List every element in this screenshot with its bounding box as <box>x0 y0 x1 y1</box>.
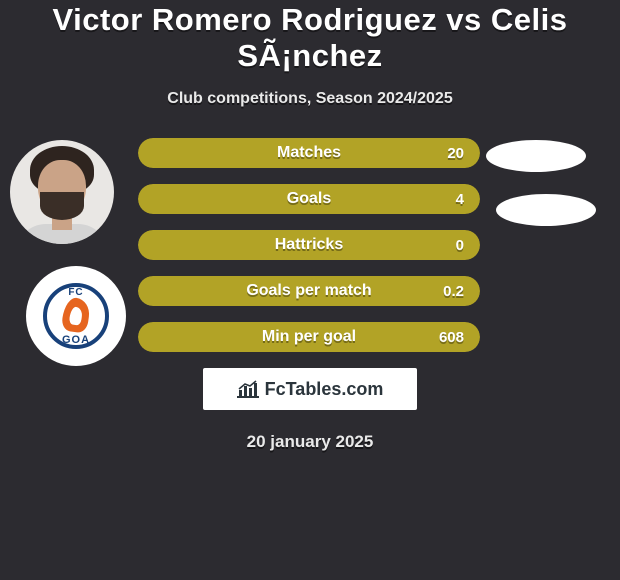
stat-bar-hattricks: Hattricks 0 <box>138 230 480 260</box>
branding-badge: FcTables.com <box>203 368 417 410</box>
club-logo-icon: FC GOA <box>43 283 109 349</box>
stat-value: 4 <box>456 184 464 214</box>
club-logo-bottom: GOA <box>43 334 109 346</box>
stat-label: Hattricks <box>275 236 343 254</box>
stat-value: 0 <box>456 230 464 260</box>
page-title: Victor Romero Rodriguez vs Celis SÃ¡nche… <box>0 2 620 74</box>
club-avatar: FC GOA <box>26 266 126 366</box>
stat-bar-matches: Matches 20 <box>138 138 480 168</box>
stat-value: 20 <box>447 138 464 168</box>
opponent-oval-column <box>486 140 606 248</box>
stat-label: Goals <box>287 190 331 208</box>
stat-bar-min-per-goal: Min per goal 608 <box>138 322 480 352</box>
subtitle: Club competitions, Season 2024/2025 <box>0 90 620 108</box>
stat-label: Goals per match <box>246 282 371 300</box>
opponent-oval <box>496 194 596 226</box>
avatar-column: FC GOA <box>6 138 126 366</box>
club-logo-top: FC <box>43 287 109 298</box>
stat-bar-goals: Goals 4 <box>138 184 480 214</box>
footer-date: 20 january 2025 <box>0 432 620 452</box>
bar-chart-icon <box>237 380 259 398</box>
branding-text: FcTables.com <box>265 379 384 400</box>
header: Victor Romero Rodriguez vs Celis SÃ¡nche… <box>0 0 620 74</box>
opponent-oval <box>486 140 586 172</box>
stat-label: Min per goal <box>262 328 356 346</box>
stat-bar-goals-per-match: Goals per match 0.2 <box>138 276 480 306</box>
stat-value: 0.2 <box>443 276 464 306</box>
player-avatar <box>10 140 114 244</box>
stats-bars: Matches 20 Goals 4 Hattricks 0 Goals per… <box>138 138 480 352</box>
comparison-body: FC GOA Matches 20 Goals 4 Hattricks 0 Go… <box>0 138 620 352</box>
stat-label: Matches <box>277 144 341 162</box>
stat-value: 608 <box>439 322 464 352</box>
